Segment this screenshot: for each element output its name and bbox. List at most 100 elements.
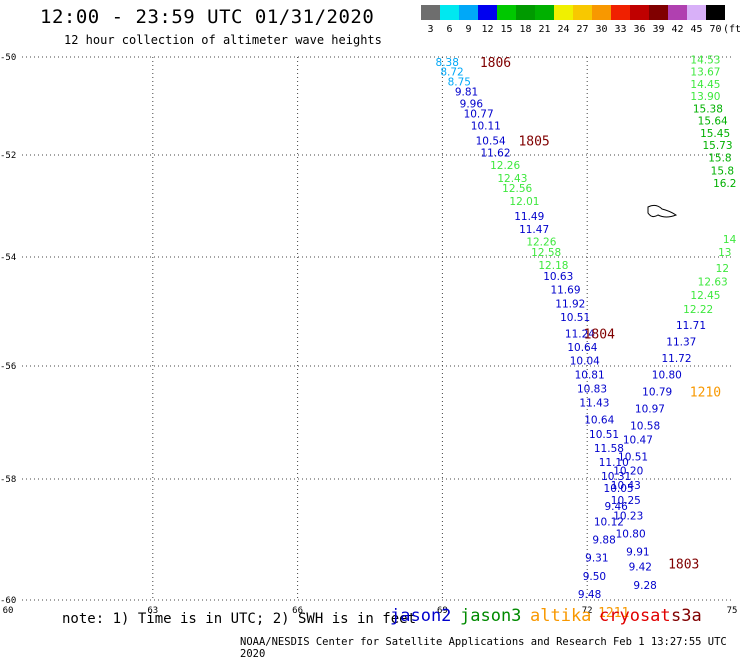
wave-height-value: 10.25 [611,495,641,507]
legend-jason3: jason3 [460,606,522,626]
wave-height-value: 10.51 [589,429,619,441]
wave-height-value: 10.51 [618,451,648,463]
wave-height-value: 11.69 [550,285,580,297]
colorbar-swatch [611,5,630,20]
legend-s3a: s3a [671,606,702,626]
wave-height-value: 11.47 [519,224,549,236]
wave-height-value: 9.46 [604,501,628,513]
wave-height-value: 15.8 [711,165,734,177]
wave-height-value: 15.73 [702,140,732,152]
wave-height-value: 10.79 [642,386,672,398]
wave-height-value: 10.43 [611,480,641,492]
colorbar-label: 27 [576,24,588,35]
wave-height-value: 12.18 [538,260,568,272]
wave-height-value: 15.8 [708,153,731,165]
legend-cryosat: cryosat [599,606,671,626]
wave-height-value: 12.56 [502,183,532,195]
wave-height-value: 10.31 [601,471,631,483]
colorbar-label: 3 [427,24,433,35]
wave-height-value: 11.58 [594,443,624,455]
wave-height-value: 10.04 [570,356,600,368]
colorbar-label: 30 [595,24,607,35]
colorbar-label: 33 [614,24,626,35]
y-tick-label: -56 [0,362,16,372]
colorbar-swatch [554,5,573,20]
wave-height-value: 11.24 [565,328,595,340]
wave-height-value: 9.81 [455,86,478,98]
wave-height-value: 9.96 [460,99,484,111]
wave-height-value: 10.23 [613,510,643,522]
colorbar-label: 42 [671,24,683,35]
wave-height-value: 12.63 [698,277,728,289]
colorbar-swatch [592,5,611,20]
wave-height-value: 12.58 [531,247,561,259]
wave-height-value: 10.83 [577,384,607,396]
colorbar-label: 15 [500,24,512,35]
wave-height-value: 16.2 [713,178,736,190]
wave-height-value: 11.92 [555,298,585,310]
wave-height-value: 14.53 [690,54,720,66]
pass-time-label: 1806 [480,56,511,71]
wave-height-value: 13.67 [690,67,720,79]
legend-jason2: jason2 [390,606,452,626]
wave-height-value: 10.51 [560,312,590,324]
wave-height-value: 10.05 [604,483,634,495]
footer-note: note: 1) Time is in UTC; 2) SWH is in fe… [62,611,417,627]
wave-height-value: 12.01 [509,196,539,208]
wave-height-value: 14.45 [690,79,720,91]
colorbar-swatch [649,5,668,20]
wave-height-value: 14 [723,234,737,246]
colorbar-label: 18 [519,24,531,35]
pass-time-label: 1803 [668,558,699,573]
wave-height-value: 10.47 [623,434,653,446]
wave-height-value: 12.26 [490,160,520,172]
wave-height-value: 8.72 [440,67,463,79]
colorbar-swatch [516,5,535,20]
wave-height-value: 10.64 [584,415,614,427]
wave-height-value: 10.11 [471,121,501,133]
wave-height-value: 10.80 [616,528,646,540]
y-tick-label: -50 [0,53,16,63]
colorbar-swatch [459,5,478,20]
wave-height-value: 15.45 [700,128,730,140]
colorbar-swatch [630,5,649,20]
wave-height-value: 8.38 [436,57,459,69]
wave-height-value: 12 [716,263,729,275]
wave-height-value: 10.64 [567,342,597,354]
wave-height-value: 9.31 [585,553,608,565]
x-tick-label: 75 [727,606,738,616]
wave-height-value: 11.10 [599,457,629,469]
colorbar-swatch [668,5,687,20]
wave-height-value: 10.58 [630,420,660,432]
y-tick-label: -60 [0,596,16,606]
colorbar-label: 70 [709,24,721,35]
wave-height-value: 8.75 [448,77,471,89]
colorbar-swatch [478,5,497,20]
x-tick-label: 63 [147,606,158,616]
wave-height-value: 11.72 [661,353,691,365]
island-outline [647,204,678,218]
wave-height-value: 10.80 [652,369,682,381]
colorbar-label: 21 [538,24,550,35]
x-tick-label: 60 [3,606,14,616]
wave-height-value: 9.88 [592,535,615,547]
colorbar-label: 9 [465,24,471,35]
pass-time-label: 1805 [518,134,549,149]
wave-height-value: 13.90 [690,91,720,103]
wave-height-value: 10.63 [543,271,573,283]
y-tick-label: -54 [0,253,16,263]
colorbar-label: 36 [633,24,645,35]
wave-height-value: 11.49 [514,211,544,223]
colorbar-swatch [535,5,554,20]
pass-time-label: 1804 [584,327,615,342]
wave-height-value: 15.64 [698,116,728,128]
x-tick-label: 66 [292,606,303,616]
wave-height-value: 12.26 [526,237,556,249]
colorbar-label: 6 [446,24,452,35]
y-tick-label: -52 [0,151,16,161]
wave-height-value: 12.45 [690,290,720,302]
wave-height-value: 10.12 [594,516,624,528]
colorbar-swatch [687,5,706,20]
wave-height-value: 10.77 [464,108,494,120]
